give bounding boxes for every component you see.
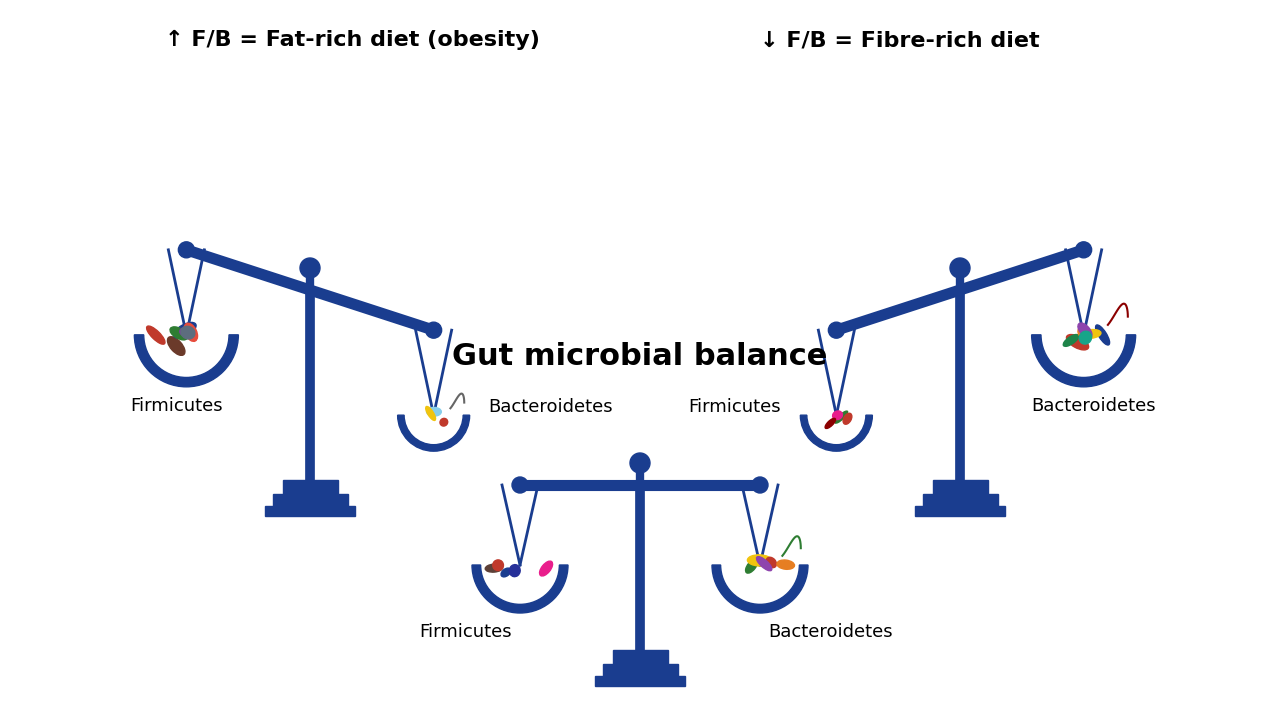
Ellipse shape: [180, 326, 195, 339]
Bar: [595, 676, 685, 686]
Wedge shape: [134, 335, 238, 387]
Ellipse shape: [1064, 335, 1079, 346]
Bar: [915, 506, 1005, 516]
Ellipse shape: [1078, 327, 1088, 338]
Circle shape: [512, 477, 529, 493]
Ellipse shape: [147, 326, 165, 344]
Ellipse shape: [1078, 323, 1092, 338]
Circle shape: [178, 242, 195, 258]
Ellipse shape: [756, 557, 772, 571]
Ellipse shape: [1079, 331, 1092, 344]
Ellipse shape: [745, 559, 758, 573]
Wedge shape: [800, 415, 873, 451]
Circle shape: [630, 453, 650, 473]
Ellipse shape: [767, 557, 777, 567]
Text: Bacteroidetes: Bacteroidetes: [768, 623, 892, 641]
Text: Bacteroidetes: Bacteroidetes: [489, 398, 613, 416]
Bar: [923, 494, 997, 506]
Circle shape: [828, 322, 845, 338]
Text: Firmicutes: Firmicutes: [689, 398, 781, 416]
Text: Gut microbial balance: Gut microbial balance: [452, 342, 828, 371]
Ellipse shape: [1066, 335, 1088, 350]
Ellipse shape: [440, 418, 448, 426]
Circle shape: [426, 322, 442, 338]
Ellipse shape: [540, 561, 553, 576]
Ellipse shape: [1096, 325, 1110, 345]
Wedge shape: [712, 565, 808, 613]
Bar: [613, 650, 667, 664]
Ellipse shape: [844, 413, 852, 424]
Ellipse shape: [426, 407, 435, 420]
Ellipse shape: [184, 323, 197, 341]
Ellipse shape: [509, 564, 520, 577]
Text: Firmicutes: Firmicutes: [420, 623, 512, 641]
Ellipse shape: [179, 327, 196, 337]
Text: ↑ F/B = Fat-rich diet (obesity): ↑ F/B = Fat-rich diet (obesity): [165, 30, 540, 50]
Bar: [273, 494, 347, 506]
Wedge shape: [1032, 335, 1135, 387]
Circle shape: [753, 477, 768, 493]
Text: ↓ F/B = Fibre-rich diet: ↓ F/B = Fibre-rich diet: [760, 30, 1039, 50]
Ellipse shape: [777, 560, 795, 570]
Ellipse shape: [174, 323, 196, 338]
Ellipse shape: [826, 418, 836, 428]
Ellipse shape: [493, 560, 503, 570]
Bar: [933, 480, 987, 494]
Text: Firmicutes: Firmicutes: [131, 397, 223, 415]
Ellipse shape: [748, 555, 772, 566]
Wedge shape: [398, 415, 470, 451]
Circle shape: [300, 258, 320, 278]
Ellipse shape: [170, 327, 188, 340]
Ellipse shape: [485, 564, 503, 572]
Ellipse shape: [1082, 330, 1101, 338]
Ellipse shape: [168, 337, 184, 356]
Bar: [265, 506, 355, 516]
Circle shape: [950, 258, 970, 278]
Circle shape: [1075, 242, 1092, 258]
Ellipse shape: [832, 411, 842, 420]
Text: Bacteroidetes: Bacteroidetes: [1032, 397, 1156, 415]
Wedge shape: [472, 565, 568, 613]
Ellipse shape: [426, 408, 442, 416]
Bar: [283, 480, 338, 494]
Ellipse shape: [835, 411, 847, 423]
Ellipse shape: [500, 568, 511, 577]
Bar: [603, 664, 677, 676]
